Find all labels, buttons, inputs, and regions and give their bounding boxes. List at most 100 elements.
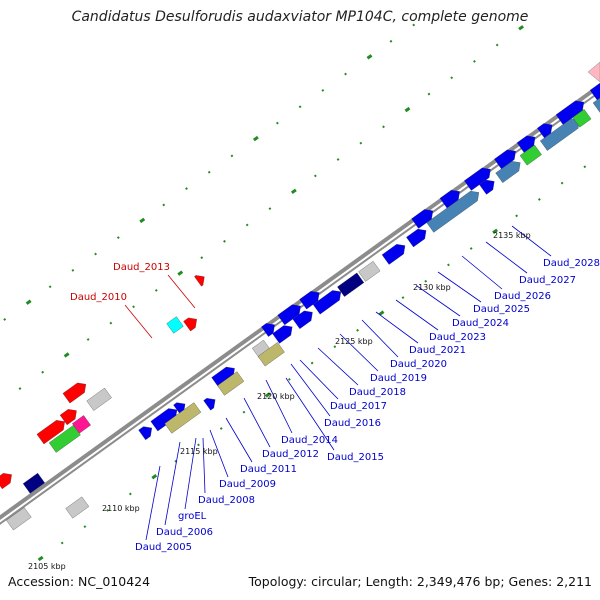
gene-label[interactable]: Daud_2025 [473,304,530,315]
gene-label[interactable]: Daud_2016 [324,418,381,429]
track-tick [128,492,132,496]
track-tick [63,352,70,358]
track-tick [401,296,405,300]
track-tick [18,387,22,390]
topology-summary: Topology: circular; Length: 2,349,476 bp… [248,574,592,589]
track-tick [177,270,184,276]
gene-feature [72,415,91,434]
gene-label[interactable]: Daud_2021 [409,345,466,356]
gene-label[interactable]: Daud_2008 [198,495,255,506]
leader-line [361,319,399,358]
gene-labels-forward: Daud_2005 Daud_2006 groEL Daud_2008 Daud… [135,258,600,553]
gene-label[interactable]: Daud_2019 [370,373,427,384]
gene-feature [164,402,202,434]
leader-line [485,241,528,274]
gene-feature [150,408,178,432]
track-tick [48,285,52,289]
gene-label[interactable]: Daud_2009 [219,479,276,490]
leader-line [243,397,271,448]
track-tick [197,443,200,447]
gene-feature [203,398,216,411]
gene-feature [589,82,600,101]
track-tick [139,217,146,224]
track-tick [230,154,234,158]
track-tick [151,474,158,480]
gene-label[interactable]: Daud_2027 [519,275,576,286]
gene-feature [292,310,313,330]
scale-tick-label: 2125 kbp [335,337,373,346]
gene-label[interactable]: Daud_2018 [349,387,406,398]
leader-line [184,437,197,510]
gene-label[interactable]: Daud_2023 [429,332,486,343]
track-tick [41,370,45,374]
track-tick [200,256,204,260]
gene-feature [62,382,87,404]
gene-feature [494,149,516,170]
gene-label[interactable]: Daud_2028 [543,258,600,269]
gene-label[interactable]: Daud_2011 [240,464,297,475]
gene-feature [587,61,600,83]
gene-labels-reverse: Daud_2010 Daud_2013 [70,262,170,303]
backbone-line [0,83,600,521]
leader-line [209,429,229,478]
gene-label[interactable]: Daud_2026 [494,291,551,302]
track-tick [83,525,87,529]
gene-features [0,61,600,531]
track-tick [404,106,411,113]
gene-label[interactable]: Daud_2005 [135,542,192,553]
gene-feature [312,290,342,315]
track-tick [25,299,32,305]
track-tick [154,289,158,292]
track-tick [94,252,97,256]
scale-tick-label: 2115 kbp [180,447,218,456]
track-tick [356,328,359,332]
track-tick [473,59,476,63]
gene-label[interactable]: Daud_2017 [330,401,387,412]
gene-label[interactable]: Daud_2012 [262,449,319,460]
gene-label[interactable]: Daud_2015 [327,452,384,463]
gene-feature [138,426,152,441]
gene-label[interactable]: Daud_2010 [70,292,127,303]
scale-tick-label: 2105 kbp [28,562,66,571]
gene-feature [277,304,301,326]
gene-feature [22,472,45,494]
map-title: Candidatus Desulforudis audaxviator MP10… [71,9,529,25]
gene-feature [36,420,65,445]
gene-feature [59,409,77,426]
track-tick [290,188,297,195]
track-tick [310,361,314,365]
track-tick [60,541,64,545]
gene-feature [411,209,434,229]
track-tick [492,228,499,234]
track-tick [219,427,223,430]
gene-label[interactable]: Daud_2013 [113,262,170,273]
gene-feature [166,316,184,334]
track-tick [71,268,75,272]
track-tick [333,345,337,349]
track-tick [412,23,416,27]
leader-line [299,359,339,400]
gene-label[interactable]: Daud_2024 [452,318,509,329]
gene-label[interactable]: groEL [178,511,207,522]
track-tick [268,207,272,210]
gene-label[interactable]: Daud_2014 [281,435,338,446]
leader-line [290,363,331,417]
track-tick [389,39,393,43]
track-tick [427,92,431,96]
gene-label[interactable]: Daud_2020 [390,359,447,370]
track-tick [275,121,279,125]
accession-text: Accession: NC_010424 [8,574,151,589]
track-tick [537,198,541,201]
track-tick [336,158,340,161]
leader-line [375,311,419,344]
track-tick [223,239,226,243]
gene-feature [464,167,491,191]
track-tick [515,214,519,218]
gene-feature [537,123,553,139]
gene-feature [337,272,365,297]
track-tick [298,105,302,109]
track-tick [132,305,135,309]
gene-label[interactable]: Daud_2006 [156,527,213,538]
track-tick [447,263,450,267]
